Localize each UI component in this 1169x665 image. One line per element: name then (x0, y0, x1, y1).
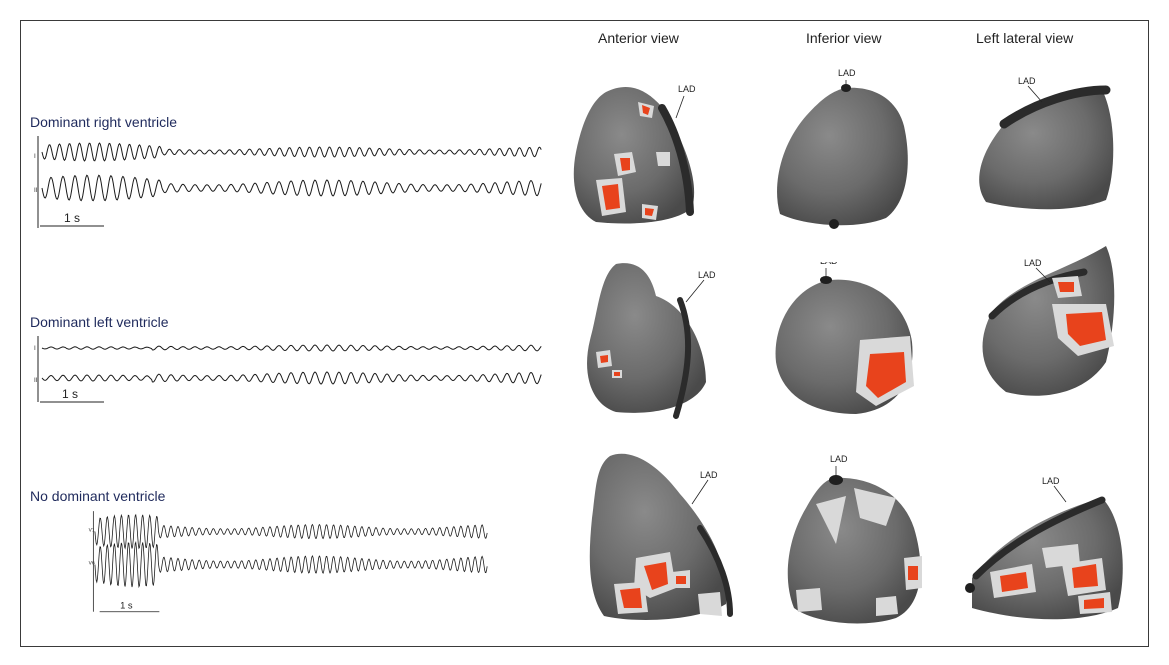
lad-vessel (999, 85, 1111, 129)
lad-label: LAD (698, 270, 716, 280)
time-scale-label: 1 s (62, 387, 78, 401)
hotspot-cluster (990, 544, 1112, 614)
lead-label: II (34, 377, 38, 384)
lad-label: LAD (820, 262, 838, 266)
lead-label: I (34, 345, 36, 352)
heart-inferior-row3: LAD (787, 454, 922, 624)
lead-label: V1 (89, 528, 95, 534)
row-title-right: Dominant right ventricle (30, 114, 178, 130)
column-header-left-lateral: Left lateral view (976, 30, 1074, 46)
heart-anterior-row2: LAD (587, 263, 716, 419)
hotspot-cluster (1052, 276, 1114, 356)
lad-label: LAD (678, 84, 696, 94)
heart-anterior-row3: LAD (589, 453, 733, 620)
lad-vessel (988, 268, 1088, 320)
lad-label: LAD (838, 68, 856, 78)
ecg-waveform-lead-1 (94, 513, 488, 550)
hotspot-cluster (614, 552, 722, 616)
column-header-anterior: Anterior view (598, 30, 679, 46)
ecg-waveform-lead-2 (94, 540, 488, 589)
lad-label: LAD (1024, 258, 1042, 268)
heart-anterior-row1: LAD (573, 84, 696, 224)
lead-label: II (34, 187, 38, 194)
ecg-waveform-lead-2 (41, 371, 542, 385)
hotspot-cluster (596, 102, 670, 220)
column-header-inferior: Inferior view (806, 30, 882, 46)
lead-label: I (34, 153, 36, 160)
lad-label: LAD (700, 470, 718, 480)
heart-lateral-row2: LAD (982, 246, 1115, 396)
ecg-trace-none: V1 V6 1 s (89, 511, 488, 613)
time-scale-label: 1 s (64, 211, 80, 225)
lad-marker (841, 84, 851, 92)
row-title-none: No dominant ventricle (30, 488, 166, 504)
lad-vessel (972, 496, 1106, 580)
hotspot-cluster (796, 488, 922, 616)
heart-lateral-row1: LAD (979, 76, 1114, 210)
ecg-trace-left: I II 1 s (34, 336, 542, 403)
lad-vessel (673, 297, 692, 419)
heart-inferior-row1: LAD (777, 68, 908, 229)
time-scale-label: 1 s (120, 600, 133, 611)
lad-marker (820, 276, 832, 284)
heart-inferior-row2: LAD (775, 262, 914, 414)
lad-vessel (697, 525, 733, 617)
lad-marker (829, 475, 843, 485)
heart-lateral-row3: LAD (965, 476, 1123, 620)
lead-label: V6 (89, 561, 95, 567)
lad-label: LAD (1018, 76, 1036, 86)
row-title-left: Dominant left ventricle (30, 314, 169, 330)
ecg-trace-right: I II 1 s (34, 136, 542, 228)
ecg-waveform-lead-2 (41, 174, 542, 202)
ecg-waveform-lead-1 (41, 344, 542, 352)
lad-label: LAD (1042, 476, 1060, 486)
hotspot-cluster (596, 350, 622, 378)
lad-label: LAD (830, 454, 848, 464)
lad-vessel (658, 104, 694, 216)
ecg-waveform-lead-1 (41, 142, 542, 162)
hotspot-cluster (856, 336, 914, 406)
